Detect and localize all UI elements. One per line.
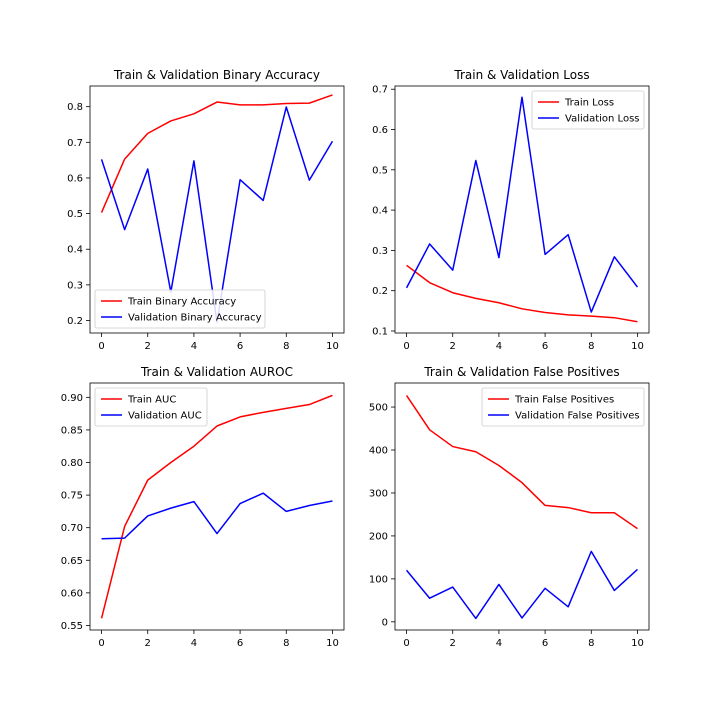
x-tick-label: 10 (326, 638, 339, 649)
x-tick-label: 6 (542, 341, 548, 352)
legend-box (94, 289, 266, 329)
x-tick-label: 8 (283, 638, 289, 649)
x-tick-label: 2 (145, 638, 151, 649)
chart-4: Train & Validation False Positives 0 2 4 6 8 1… (369, 365, 650, 649)
x-tick-label: 6 (237, 341, 243, 352)
y-tick-label: 0.8 (67, 102, 83, 113)
legend-box (481, 387, 645, 427)
axes-frame (89, 85, 345, 334)
legend-label: Train AUC (127, 395, 176, 406)
series-line-validation (405, 96, 639, 313)
legend: Train AUC Validation AUC (94, 387, 208, 427)
x-tick-label: 2 (450, 638, 456, 649)
chart-title: Train & Validation Binary Accuracy (113, 68, 320, 82)
x-tick-label: 0 (403, 638, 409, 649)
y-tick-label: 0.70 (61, 523, 83, 534)
x-tick-label: 0 (98, 341, 104, 352)
x-tick-label: 10 (631, 638, 644, 649)
y-tick-label: 0.85 (61, 425, 83, 436)
x-tick-label: 4 (191, 638, 197, 649)
y-tick-label: 0.90 (61, 393, 83, 404)
y-tick-label: 0.7 (67, 138, 83, 149)
legend-label: Validation Loss (565, 114, 640, 125)
legend: Train Loss Validation Loss (531, 90, 645, 130)
x-tick-label: 0 (403, 341, 409, 352)
y-tick-label: 0.5 (372, 165, 388, 176)
y-tick-label: 200 (369, 531, 388, 542)
chart-2: Train & Validation Loss 0 2 4 6 8 10 0.1 0.2 0.3 0… (372, 68, 650, 352)
y-tick-label: 0.5 (67, 209, 83, 220)
x-tick-label: 4 (496, 341, 502, 352)
y-tick-label: 0.6 (67, 173, 83, 184)
y-tick-label: 0.4 (372, 206, 388, 217)
series-line-validation (101, 492, 333, 540)
chart-3: Train & Validation AUROC 0 2 4 6 8 10 0.55 0.60 0… (61, 365, 345, 649)
y-tick-label: 500 (369, 403, 388, 414)
chart-title: Train & Validation Loss (453, 68, 589, 82)
y-tick-label: 0.75 (61, 491, 83, 502)
legend-label: Train Loss (564, 98, 614, 109)
x-tick-label: 2 (450, 341, 456, 352)
y-tick-label: 400 (369, 446, 388, 457)
y-tick-label: 0.3 (372, 246, 388, 257)
y-tick-label: 300 (369, 488, 388, 499)
x-tick-label: 0 (98, 638, 104, 649)
x-tick-label: 4 (191, 341, 197, 352)
y-tick-label: 0.2 (372, 286, 388, 297)
y-tick-label: 0.55 (61, 621, 83, 632)
axes-frame (394, 382, 650, 631)
chart-title: Train & Validation False Positives (423, 365, 619, 379)
x-tick-label: 10 (631, 341, 644, 352)
y-tick-label: 0.7 (372, 85, 388, 96)
y-tick-label: 0.3 (67, 280, 83, 291)
legend-label: Validation Binary Accuracy (128, 313, 262, 324)
legend-label: Validation AUC (128, 411, 202, 422)
series-line-train (405, 395, 638, 530)
y-tick-label: 0.1 (372, 326, 388, 337)
legend-box (531, 90, 645, 130)
legend-label: Train False Positives (514, 395, 614, 406)
series-line-train (406, 264, 638, 323)
y-tick-label: 0.65 (61, 556, 83, 567)
legend: Train False Positives Validation False Po… (481, 387, 645, 427)
chart-1: Train & Validation Binary Accuracy 0 2 4 6 8 1… (67, 68, 345, 352)
y-tick-label: 0.2 (67, 316, 83, 327)
series-line-validation (405, 550, 638, 620)
legend-label: Validation False Positives (515, 411, 640, 422)
y-tick-label: 100 (369, 574, 388, 585)
axes-frame (89, 382, 345, 631)
series-line-train (100, 394, 333, 619)
y-tick-label: 0.80 (61, 458, 83, 469)
x-tick-label: 8 (283, 341, 289, 352)
y-tick-label: 0.6 (372, 125, 388, 136)
legend: Train Binary Accuracy Validation Binary A… (94, 289, 266, 329)
legend-label: Train Binary Accuracy (127, 297, 236, 308)
x-tick-label: 2 (145, 341, 151, 352)
x-tick-label: 6 (542, 638, 548, 649)
y-tick-label: 0.60 (61, 588, 83, 599)
x-tick-label: 4 (496, 638, 502, 649)
x-tick-label: 6 (237, 638, 243, 649)
y-tick-label: 0 (382, 617, 388, 628)
legend-box (94, 387, 208, 427)
x-tick-label: 8 (588, 341, 594, 352)
series-line-train (100, 94, 333, 213)
axes-frame (394, 85, 650, 334)
x-tick-label: 10 (326, 341, 339, 352)
x-tick-label: 8 (588, 638, 594, 649)
chart-title: Train & Validation AUROC (140, 365, 293, 379)
y-tick-label: 0.4 (67, 245, 83, 256)
